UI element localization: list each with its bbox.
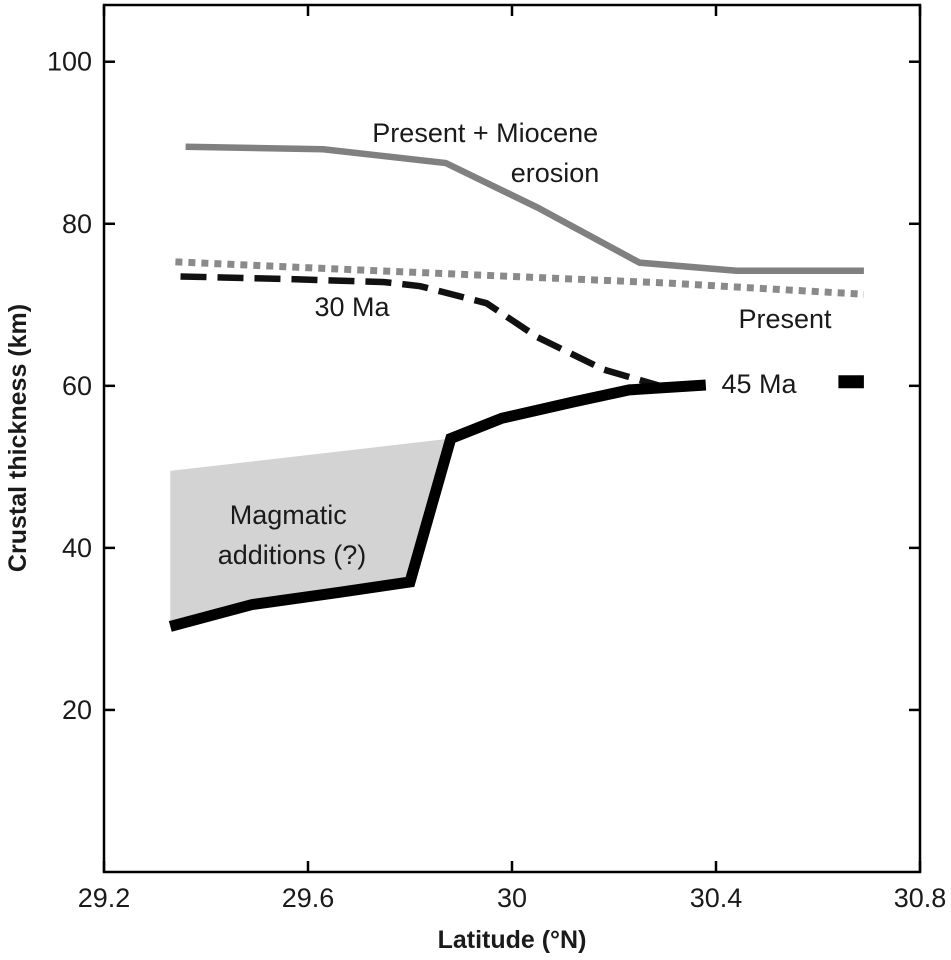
y-axis-title: Crustal thickness (km)	[4, 304, 32, 572]
shade-layer	[170, 438, 451, 621]
label-magmatic-line2: additions (?)	[218, 540, 367, 570]
x-tick-label: 29.6	[282, 883, 335, 913]
series-line-present	[175, 258, 865, 298]
y-tick-label: 20	[62, 695, 92, 725]
magmatic-additions-region	[170, 438, 451, 621]
x-tick-label: 30.4	[690, 883, 743, 913]
x-tick-label: 29.2	[78, 883, 131, 913]
label-present: Present	[738, 304, 832, 334]
series-line-45-ma	[168, 379, 707, 632]
x-axis-title: Latitude (°N)	[438, 926, 587, 954]
tick-layer: 29.2 29.6 30 30.4 30.8 20 40 60 80 100	[47, 5, 946, 913]
label-magmatic-line1: Magmatic	[230, 500, 347, 530]
series-layer	[168, 143, 865, 632]
y-tick-label: 100	[47, 47, 92, 77]
y-tick-label: 40	[62, 533, 92, 563]
label-present-miocene-line1: Present + Miocene	[372, 118, 598, 148]
y-tick-label: 80	[62, 209, 92, 239]
label-present-miocene-line2: erosion	[511, 158, 600, 188]
x-tick-label: 30.8	[894, 883, 947, 913]
series-line-present-miocene-erosion	[185, 143, 864, 275]
label-present-miocene: Present + Miocene erosion	[372, 118, 605, 188]
series-line-30-ma	[180, 273, 661, 389]
label-magmatic-additions: Magmatic additions (?)	[218, 500, 367, 570]
x-tick-label: 30	[497, 883, 527, 913]
y-tick-label: 60	[62, 371, 92, 401]
label-45ma: 45 Ma	[721, 369, 797, 399]
label-30ma: 30 Ma	[314, 292, 390, 322]
